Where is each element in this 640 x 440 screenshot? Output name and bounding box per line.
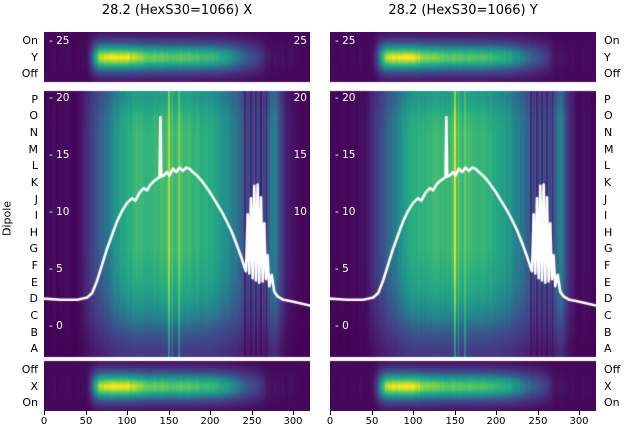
x-tick-mark (579, 411, 580, 415)
heatmap-panel-x (44, 32, 310, 411)
x-tick-mark (86, 411, 87, 415)
dipole-row-label-left: X (30, 380, 38, 393)
dipole-row-label-left: I (34, 209, 38, 222)
dipole-row-label-left: F (31, 259, 38, 272)
x-tick-label: 150 (159, 416, 179, 427)
x-tick-label: 200 (486, 416, 506, 427)
x-tick-mark (372, 411, 373, 415)
inner-ytick-label: - 5 (49, 263, 63, 275)
x-tick-mark (413, 411, 414, 415)
dipole-row-label-right: F (604, 259, 611, 272)
dipole-row-label-right: G (604, 242, 613, 255)
dipole-row-label-left: O (29, 109, 38, 122)
dipole-row-label-right: A (604, 342, 612, 355)
x-tick-label: 100 (403, 416, 423, 427)
dipole-row-label-left: K (30, 176, 38, 189)
x-tick-mark (538, 411, 539, 415)
inner-ytick-label: - 0 (49, 320, 63, 332)
x-tick-label: 250 (242, 416, 262, 427)
inner-ytick-label: - 10 (49, 206, 70, 218)
x-tick-label: 50 (79, 416, 93, 427)
inner-ytick-label: - 20 (49, 92, 70, 104)
x-tick-label: 300 (569, 416, 589, 427)
dipole-row-label-left: P (31, 93, 38, 106)
x-tick-mark (210, 411, 211, 415)
dipole-row-label-right: I (604, 209, 608, 222)
dipole-row-label-right: On (604, 396, 620, 409)
x-tick-label: 50 (365, 416, 379, 427)
x-tick-mark (496, 411, 497, 415)
dipole-row-label-right: Off (604, 363, 621, 376)
dipole-row-label-right: N (604, 126, 613, 139)
x-tick-mark (252, 411, 253, 415)
inner-ytick-label: - 25 (335, 35, 356, 47)
dipole-row-label-left: On (22, 34, 38, 47)
dipole-row-label-right: J (604, 193, 608, 206)
x-tick-mark (330, 411, 331, 415)
dipole-row-label-right: C (604, 309, 612, 322)
x-tick-label: 200 (200, 416, 220, 427)
inner-ytick-label: - 10 (335, 206, 356, 218)
dipole-row-label-left: A (30, 342, 38, 355)
inner-ytick-label: - 15 (335, 149, 356, 161)
inner-ytick-label: - 20 (335, 92, 356, 104)
x-tick-mark (455, 411, 456, 415)
dipole-row-label-left: Off (21, 363, 38, 376)
x-tick-label: 300 (283, 416, 303, 427)
right-edge-ytick-label: 10 (293, 206, 307, 218)
dipole-row-label-left: D (29, 292, 38, 305)
dipole-row-label-right: Off (604, 67, 621, 80)
dipole-row-label-left: E (31, 276, 38, 289)
panel-title-x: 28.2 (HexS30=1066) X (101, 3, 253, 18)
panel-title-y: 28.2 (HexS30=1066) Y (388, 3, 538, 18)
right-edge-ytick-label: 15 (293, 149, 307, 161)
dipole-row-label-left: Off (21, 67, 38, 80)
right-edge-ytick-label: 20 (293, 92, 307, 104)
dipole-row-label-left: M (28, 143, 39, 156)
dipole-row-label-left: J (34, 193, 38, 206)
inner-ytick-label: - 0 (335, 320, 349, 332)
dipole-row-label-left: L (31, 159, 38, 172)
x-tick-label: 100 (117, 416, 137, 427)
dipole-row-label-left: B (30, 326, 38, 339)
x-tick-mark (127, 411, 128, 415)
right-edge-ytick-label: 25 (293, 35, 307, 47)
dipole-row-label-right: Y (604, 51, 611, 64)
heatmap-panel-y (330, 32, 596, 411)
dipole-row-label-right: O (604, 109, 613, 122)
x-tick-label: 0 (40, 416, 48, 427)
x-tick-mark (169, 411, 170, 415)
x-tick-mark (44, 411, 45, 415)
dipole-row-label-right: On (604, 34, 620, 47)
x-tick-label: 0 (326, 416, 334, 427)
x-tick-label: 250 (528, 416, 548, 427)
dipole-row-label-left: On (22, 396, 38, 409)
inner-ytick-label: - 25 (49, 35, 70, 47)
dipole-row-label-left: H (29, 226, 38, 239)
inner-ytick-label: - 5 (335, 263, 349, 275)
dipole-row-label-right: K (604, 176, 612, 189)
dipole-row-label-right: H (604, 226, 613, 239)
dipole-row-label-right: X (604, 380, 612, 393)
dipole-row-label-right: D (604, 292, 613, 305)
inner-ytick-label: - 15 (49, 149, 70, 161)
dipole-row-label-left: G (29, 242, 38, 255)
dipole-row-label-left: C (30, 309, 38, 322)
dipole-row-label-right: M (604, 143, 614, 156)
dipole-row-label-left: N (29, 126, 38, 139)
x-tick-mark (293, 411, 294, 415)
dipole-row-label-right: P (604, 93, 611, 106)
dipole-row-label-left: Y (31, 51, 38, 64)
dipole-row-label-right: L (604, 159, 611, 172)
dipole-row-label-right: E (604, 276, 611, 289)
x-tick-label: 150 (445, 416, 465, 427)
dipole-row-label-right: B (604, 326, 612, 339)
